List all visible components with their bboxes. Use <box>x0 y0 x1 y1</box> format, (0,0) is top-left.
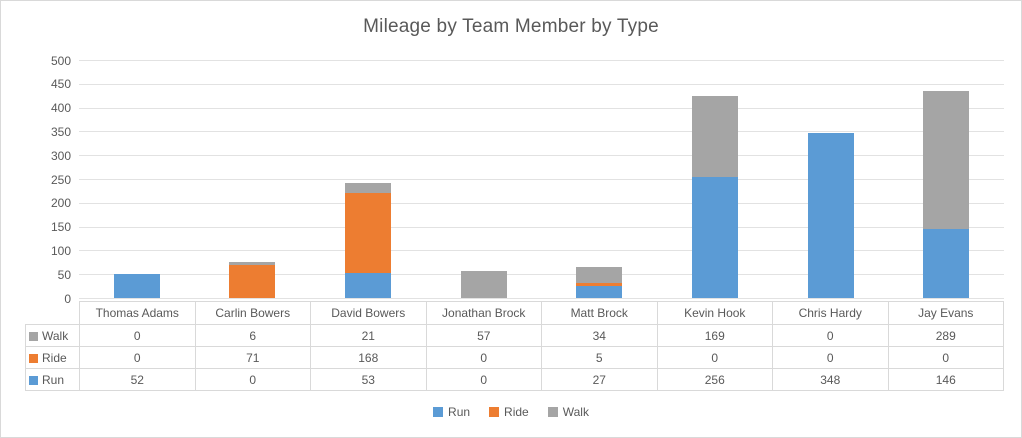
table-category-header: Jonathan Brock <box>425 301 542 325</box>
table-row-header-ride: Ride <box>25 346 80 369</box>
table-value-cell: 0 <box>194 368 311 391</box>
table-row-header-run: Run <box>25 368 80 391</box>
legend-label: Walk <box>562 405 589 419</box>
y-axis-tick-label: 500 <box>50 53 71 68</box>
bar-segment-run[interactable] <box>576 285 623 299</box>
y-axis-tick-label: 400 <box>50 101 71 116</box>
y-axis-tick-label: 100 <box>50 243 71 258</box>
legend-label: Ride <box>504 405 529 419</box>
run-key-swatch-icon <box>29 375 38 385</box>
table-row-ride: Ride 0 71 168 0 5 0 0 0 <box>25 346 1004 369</box>
y-axis-tick-label: 150 <box>50 220 71 235</box>
table-value-cell: 71 <box>194 346 311 369</box>
bar-segment-ride[interactable] <box>229 264 276 299</box>
gridline <box>79 298 1004 299</box>
gridline <box>79 202 1004 204</box>
bar-segment-ride[interactable] <box>576 283 623 286</box>
gridline <box>79 179 1004 180</box>
data-table: Thomas Adams Carlin Bowers David Bowers Jon… <box>25 301 1004 391</box>
table-category-header: Chris Hardy <box>772 301 889 325</box>
table-category-header: Carlin Bowers <box>194 301 311 325</box>
table-value-cell: 289 <box>887 324 1004 347</box>
bar-segment-run[interactable] <box>113 273 160 299</box>
table-header-row: Thomas Adams Carlin Bowers David Bowers Jon… <box>26 301 1004 325</box>
bar-segment-run[interactable] <box>923 229 970 299</box>
table-category-header: Thomas Adams <box>79 301 196 325</box>
table-category-header: Jay Evans <box>887 301 1004 325</box>
gridline <box>79 60 1004 61</box>
bar-segment-walk[interactable] <box>345 183 392 194</box>
bar-segment-ride[interactable] <box>345 193 392 274</box>
y-axis-tick-label: 250 <box>50 172 71 187</box>
table-corner-cell <box>26 302 80 325</box>
table-value-cell: 52 <box>79 368 196 391</box>
table-value-cell: 169 <box>656 324 773 347</box>
table-row-run: Run 52 0 53 0 27 256 348 146 <box>25 368 1004 391</box>
table-value-cell: 34 <box>541 324 658 347</box>
gridline <box>79 274 1004 276</box>
gridline <box>79 250 1004 252</box>
legend: Run Ride Walk <box>1 405 1021 419</box>
y-axis-tick-label: 0 <box>64 291 71 306</box>
table-value-cell: 256 <box>656 368 773 391</box>
table-value-cell: 0 <box>79 324 196 347</box>
bar-segment-walk[interactable] <box>229 261 276 265</box>
bar-segment-run[interactable] <box>691 176 738 299</box>
bar-segment-walk[interactable] <box>923 91 970 229</box>
table-value-cell: 27 <box>541 368 658 391</box>
table-value-cell: 0 <box>772 324 889 347</box>
legend-item-run[interactable]: Run <box>433 405 470 419</box>
walk-key-swatch-icon <box>29 331 38 341</box>
y-axis-tick-label: 300 <box>50 148 71 163</box>
gridline <box>79 226 1004 228</box>
legend-label: Run <box>448 405 471 419</box>
ride-key-swatch-icon <box>29 353 38 363</box>
walk-legend-swatch-icon <box>547 407 558 417</box>
bar-segment-walk[interactable] <box>460 271 507 299</box>
table-value-cell: 6 <box>194 324 311 347</box>
table-category-header: David Bowers <box>310 301 427 325</box>
table-category-header: Matt Brock <box>541 301 658 325</box>
gridline <box>79 83 1004 85</box>
table-row-walk: Walk 0 6 21 57 34 169 0 289 <box>25 324 1004 347</box>
gridline <box>79 131 1004 133</box>
table-value-cell: 57 <box>425 324 542 347</box>
ride-legend-swatch-icon <box>489 407 500 417</box>
table-value-cell: 0 <box>656 346 773 369</box>
table-value-cell: 0 <box>425 368 542 391</box>
gridline <box>79 107 1004 109</box>
table-value-cell: 168 <box>310 346 427 369</box>
table-value-cell: 146 <box>887 368 1004 391</box>
table-value-cell: 0 <box>887 346 1004 369</box>
table-value-cell: 348 <box>772 368 889 391</box>
legend-item-ride[interactable]: Ride <box>489 405 529 419</box>
y-axis-tick-label: 350 <box>50 124 71 139</box>
bar-segment-walk[interactable] <box>691 96 738 177</box>
table-value-cell: 5 <box>541 346 658 369</box>
y-axis-tick-label: 450 <box>50 77 71 92</box>
legend-item-walk[interactable]: Walk <box>547 405 589 419</box>
bar-segment-walk[interactable] <box>576 267 623 284</box>
table-category-header: Kevin Hook <box>656 301 773 325</box>
table-value-cell: 0 <box>425 346 542 369</box>
run-legend-swatch-icon <box>433 407 444 417</box>
chart-title: Mileage by Team Member by Type <box>363 16 659 37</box>
table-value-cell: 0 <box>79 346 196 369</box>
gridline <box>79 155 1004 157</box>
table-value-cell: 21 <box>310 324 427 347</box>
bar-segment-run[interactable] <box>345 273 392 299</box>
y-axis-tick-label: 200 <box>50 196 71 211</box>
bar-segment-run[interactable] <box>807 132 854 299</box>
table-value-cell: 53 <box>310 368 427 391</box>
table-value-cell: 0 <box>772 346 889 369</box>
y-axis-tick-label: 50 <box>57 267 71 282</box>
table-row-header-walk: Walk <box>25 324 80 347</box>
